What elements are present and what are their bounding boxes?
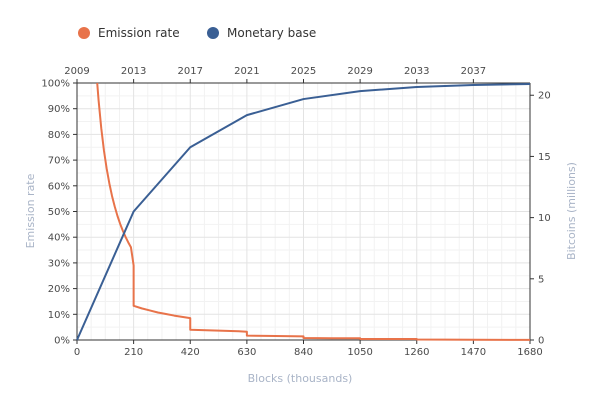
left-tick-label: 80% [48, 130, 70, 141]
grid [76, 82, 531, 341]
x-axis-title: Blocks (thousands) [248, 372, 353, 385]
left-tick-label: 100% [41, 79, 70, 90]
left-tick-label: 40% [48, 233, 70, 244]
monetary-base-line [76, 82, 531, 341]
top-tick-label: 2033 [404, 66, 429, 77]
legend: Emission rate Monetary base [78, 26, 316, 40]
legend-monetary-base-label[interactable]: Monetary base [227, 26, 316, 40]
x-tick-label: 0 [74, 347, 80, 358]
x-tick-label: 840 [294, 347, 313, 358]
x-tick-label: 210 [124, 347, 143, 358]
top-tick-label: 2021 [234, 66, 259, 77]
legend-emission-label[interactable]: Emission rate [98, 26, 180, 40]
left-axis-title: Emission rate [24, 173, 37, 248]
series [76, 82, 531, 341]
left-tick-label: 30% [48, 258, 70, 269]
x-tick-label: 1470 [461, 347, 486, 358]
x-tick-label: 1050 [347, 347, 372, 358]
top-tick-label: 2013 [121, 66, 146, 77]
x-tick-label: 630 [237, 347, 256, 358]
left-tick-label: 70% [48, 156, 70, 167]
emission-rate-line [96, 82, 531, 341]
right-tick-label: 5 [538, 274, 544, 285]
right-tick-label: 10 [538, 213, 551, 224]
top-tick-label: 2037 [461, 66, 486, 77]
right-tick-label: 20 [538, 91, 551, 102]
left-tick-label: 60% [48, 181, 70, 192]
left-tick-label: 50% [48, 207, 70, 218]
right-tick-label: 15 [538, 152, 551, 163]
x-tick-label: 1680 [517, 347, 542, 358]
x-tick-label: 1260 [404, 347, 429, 358]
top-tick-label: 2029 [347, 66, 372, 77]
top-tick-label: 2009 [64, 66, 89, 77]
left-tick-label: 20% [48, 284, 70, 295]
top-tick-label: 2017 [178, 66, 203, 77]
legend-emission-marker[interactable] [78, 27, 90, 39]
legend-monetary-base-marker[interactable] [207, 27, 219, 39]
top-tick-label: 2025 [291, 66, 316, 77]
left-tick-label: 0% [54, 336, 70, 347]
x-tick-label: 420 [181, 347, 200, 358]
left-tick-label: 90% [48, 104, 70, 115]
right-tick-label: 0 [538, 336, 544, 347]
right-axis-title: Bitcoins (millions) [565, 162, 578, 260]
left-tick-label: 10% [48, 310, 70, 321]
